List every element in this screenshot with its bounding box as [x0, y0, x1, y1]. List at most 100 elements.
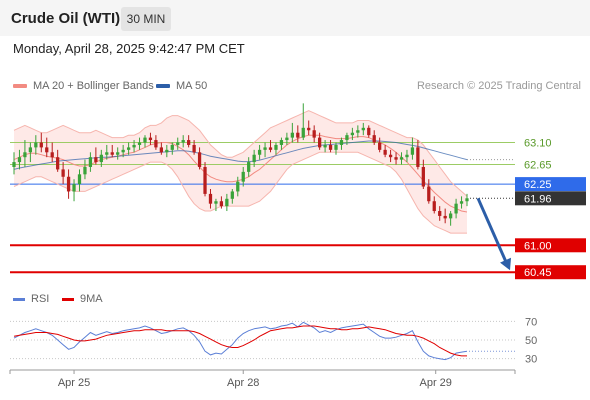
candle-body-17	[105, 152, 109, 155]
candle-body-61	[345, 135, 349, 141]
x-tick-label-2: Apr 29	[419, 377, 451, 389]
legend-bollinger-label: MA 20 + Bollinger Bands	[33, 80, 154, 92]
candle-body-67	[378, 142, 382, 150]
rsi-9ma-line	[13, 325, 467, 357]
candle-body-32	[187, 140, 191, 145]
bollinger-swatch	[13, 84, 27, 88]
candle-body-1	[17, 157, 22, 163]
legend-ma50: MA 50	[156, 80, 207, 92]
candle-body-72	[405, 154, 409, 158]
candle-body-62	[350, 132, 355, 136]
candle-body-11	[72, 184, 76, 192]
candle-body-48	[274, 144, 278, 150]
level-box-3	[515, 238, 586, 253]
candle-body-80	[448, 213, 453, 219]
level-box-2	[515, 177, 586, 192]
candle-body-27	[159, 147, 163, 153]
level-label-3: 61.00	[524, 240, 552, 252]
forecast-arrow-head	[500, 257, 512, 271]
candle-body-64	[361, 127, 365, 131]
candle-body-42	[241, 171, 245, 182]
rsi-tick-2: 30	[525, 354, 537, 366]
candle-body-8	[56, 157, 60, 170]
timeframe-button[interactable]: 30 MIN	[121, 7, 171, 31]
candle-body-18	[110, 152, 114, 155]
candle-body-26	[154, 140, 158, 148]
level-label-0: 63.10	[524, 138, 552, 150]
rsi-tick-1: 50	[525, 335, 537, 347]
credit-text: Research © 2025 Trading Central	[416, 80, 581, 92]
candle-body-46	[263, 147, 267, 150]
candle-body-41	[236, 181, 240, 192]
legend-rsi: RSI	[13, 293, 49, 305]
level-label-2: 62.25	[524, 179, 552, 191]
level-box-4	[515, 265, 586, 280]
candle-body-57	[323, 144, 327, 148]
timestamp: Monday, April 28, 2025 9:42:47 PM CET	[13, 41, 245, 56]
legend-bollinger: MA 20 + Bollinger Bands	[13, 80, 154, 92]
candle-body-25	[148, 137, 153, 141]
candle-body-59	[334, 144, 338, 150]
candle-body-4	[34, 142, 38, 148]
candle-body-20	[121, 149, 125, 153]
candle-body-33	[192, 144, 196, 153]
9ma-swatch	[62, 297, 74, 301]
candle-body-12	[77, 174, 82, 185]
candle-body-77	[432, 201, 436, 212]
x-tick-label-0: Apr 25	[58, 377, 90, 389]
candle-body-60	[339, 140, 344, 145]
rsi-line	[13, 321, 468, 361]
candle-body-5	[39, 142, 43, 148]
legend-rsi-label: RSI	[31, 293, 50, 305]
candle-body-22	[132, 144, 136, 148]
candle-body-79	[443, 215, 447, 219]
legend-9ma: 9MA	[62, 293, 103, 305]
candle-body-38	[219, 201, 224, 207]
candle-body-55	[312, 130, 316, 138]
candle-body-71	[399, 157, 404, 160]
candle-body-6	[45, 147, 49, 153]
candle-body-23	[137, 142, 142, 145]
candle-body-83	[465, 198, 469, 202]
candle-body-37	[214, 201, 218, 204]
candle-body-45	[257, 149, 262, 155]
candle-body-49	[279, 140, 284, 145]
candle-body-75	[421, 166, 425, 187]
candle-body-47	[268, 147, 273, 150]
candle-body-58	[328, 144, 333, 150]
candle-body-36	[208, 193, 213, 204]
bollinger-lower-line	[13, 151, 467, 234]
candle-body-50	[285, 137, 289, 141]
instrument-title: Crude Oil (WTI)	[11, 10, 121, 27]
candle-body-82	[459, 201, 464, 204]
candle-body-44	[252, 154, 256, 163]
candle-body-15	[94, 157, 98, 163]
x-tick-label-1: Apr 28	[227, 377, 259, 389]
candle-body-76	[427, 186, 431, 202]
candle-body-28	[165, 149, 169, 153]
candle-body-69	[388, 154, 393, 158]
candle-body-78	[438, 211, 442, 216]
candle-body-9	[61, 169, 65, 177]
candle-body-13	[83, 166, 87, 175]
legend-9ma-label: 9MA	[80, 293, 103, 305]
candle-body-16	[99, 154, 103, 163]
candle-body-63	[356, 130, 360, 133]
candle-body-35	[203, 166, 207, 194]
candle-body-34	[197, 152, 202, 167]
candle-body-10	[66, 176, 71, 192]
candle-body-65	[367, 127, 371, 136]
candle-body-53	[301, 127, 305, 138]
candle-body-51	[290, 132, 294, 138]
candle-body-31	[181, 140, 185, 143]
candle-body-21	[126, 147, 131, 150]
candle-body-74	[416, 147, 420, 167]
candle-body-3	[28, 147, 33, 153]
candle-body-14	[88, 157, 93, 167]
candle-body-52	[296, 132, 300, 138]
legend-ma50-label: MA 50	[176, 80, 208, 92]
candle-body-29	[170, 144, 174, 150]
candle-body-73	[410, 147, 415, 155]
candle-body-81	[454, 203, 458, 214]
